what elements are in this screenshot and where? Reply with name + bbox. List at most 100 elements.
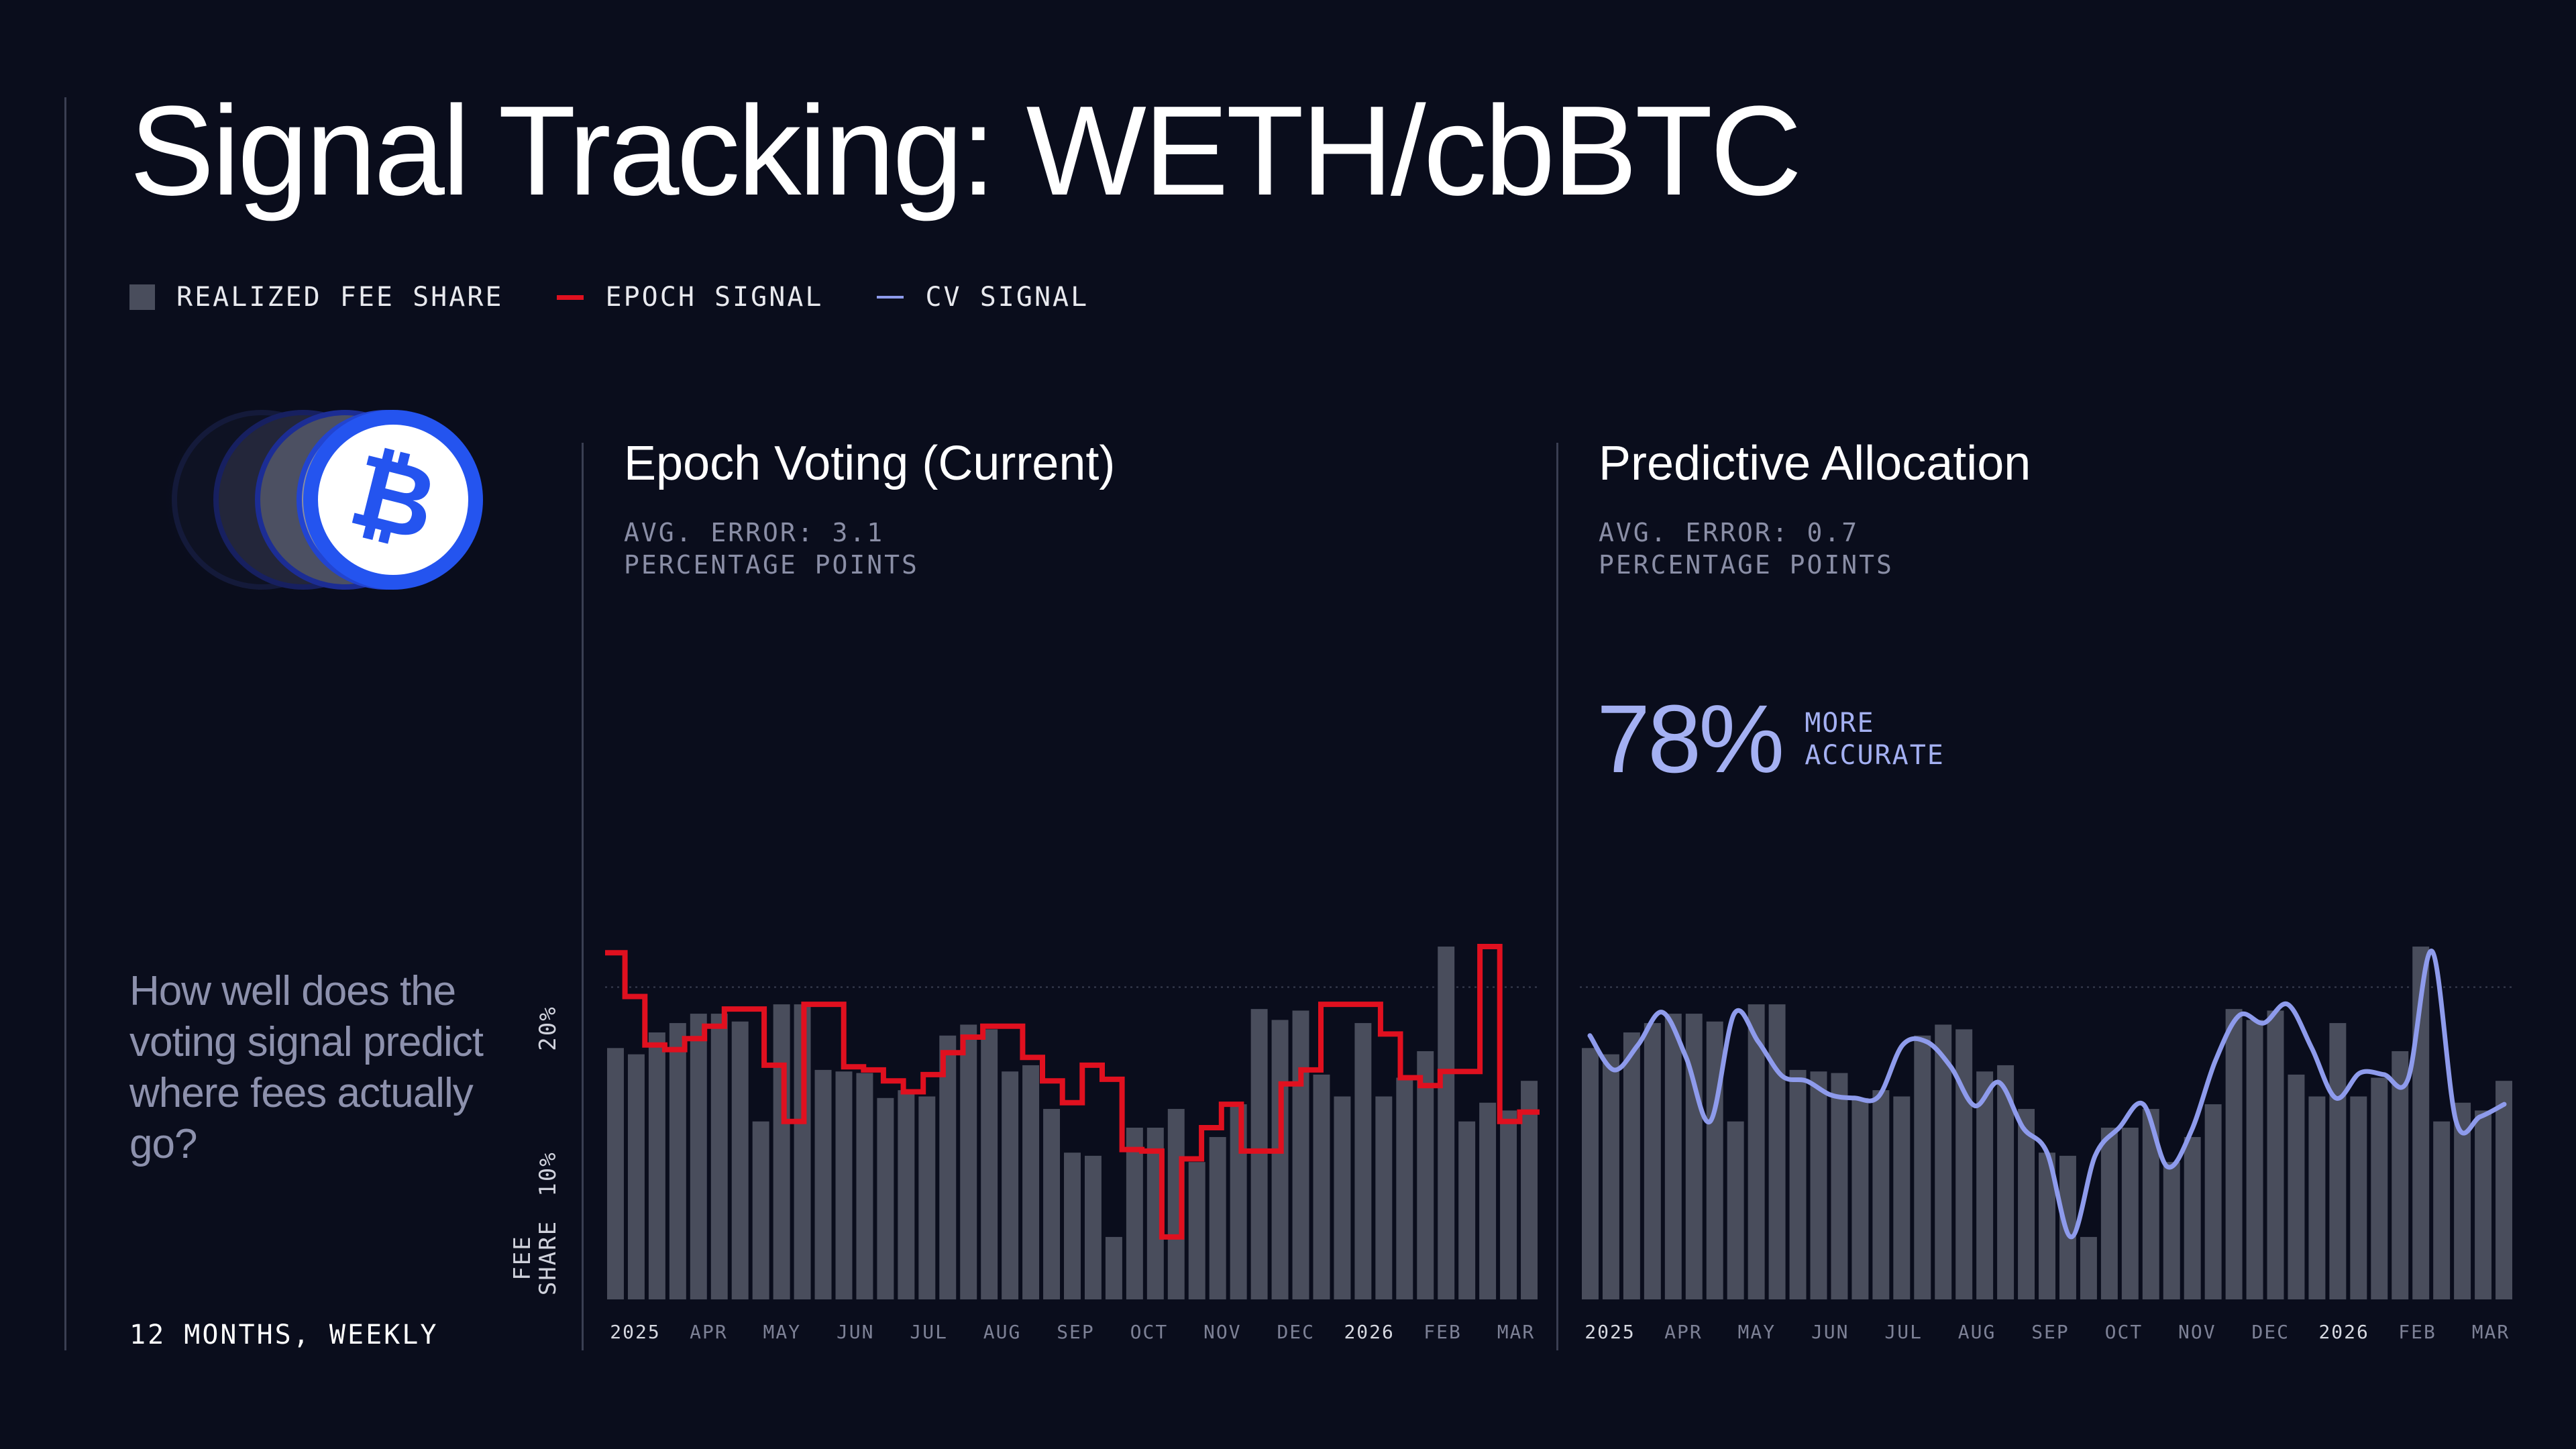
legend: REALIZED FEE SHARE EPOCH SIGNAL CV SIGNA… xyxy=(129,280,1142,314)
fee-share-bar xyxy=(607,1048,624,1299)
fee-share-bar xyxy=(1582,1048,1599,1299)
panel-divider-left xyxy=(582,443,584,1350)
fee-share-bar xyxy=(1188,1162,1205,1299)
fee-share-bar xyxy=(1105,1236,1122,1299)
fee-share-bar xyxy=(877,1097,894,1299)
legend-label: REALIZED FEE SHARE xyxy=(176,282,504,313)
fee-share-bar xyxy=(2080,1236,2097,1299)
fee-share-bar xyxy=(1914,1035,1931,1299)
fee-share-bar xyxy=(2018,1109,2035,1299)
fee-share-bar xyxy=(835,1071,853,1299)
cv-signal-line xyxy=(1587,949,2507,1240)
question-text: How well does the voting signal predict … xyxy=(129,968,484,1167)
legend-swatch-bar xyxy=(129,284,155,310)
x-tick-label: APR xyxy=(1664,1321,1703,1343)
legend-swatch-red-line xyxy=(557,294,584,300)
bitcoin-icon: ₿ xyxy=(303,410,483,590)
x-tick-label: MAY xyxy=(763,1321,802,1343)
fee-share-bar xyxy=(1479,1102,1497,1299)
legend-item-epoch-signal: EPOCH SIGNAL xyxy=(557,282,823,313)
panel-divider-right xyxy=(1556,443,1558,1350)
left-error-line1: AVG. ERROR: 3.1 xyxy=(624,518,885,547)
page-title: Signal Tracking: WETH/cbBTC xyxy=(129,80,1802,222)
fee-share-bar xyxy=(773,1004,790,1299)
x-tick-label: 2026 xyxy=(2318,1321,2369,1343)
fee-share-bar xyxy=(648,1032,665,1299)
accuracy-label-line1: MORE xyxy=(1805,708,1875,739)
fee-share-bar xyxy=(1396,1077,1413,1299)
legend-label: EPOCH SIGNAL xyxy=(605,282,824,313)
fee-share-bar xyxy=(1002,1071,1019,1299)
bitcoin-coin-stack: ₿ xyxy=(158,402,483,597)
legend-swatch-blue-line xyxy=(877,296,904,299)
fee-share-bar xyxy=(2475,1110,2492,1299)
legend-label: CV SIGNAL xyxy=(925,282,1089,313)
left-panel-error: AVG. ERROR: 3.1 PERCENTAGE POINTS xyxy=(624,517,919,581)
fee-share-bar xyxy=(1976,1071,1994,1299)
right-error-line2: PERCENTAGE POINTS xyxy=(1599,550,1894,580)
fee-share-bar xyxy=(1500,1110,1517,1299)
fee-share-bar xyxy=(1623,1032,1640,1299)
fee-share-bar xyxy=(2433,1121,2451,1299)
epoch-voting-chart: 2025 APR MAY JUN JUL AUG SEP OCT NOV DEC 2026 FEB MA… xyxy=(605,944,1540,1343)
left-border-line xyxy=(64,97,66,1350)
fee-share-bar xyxy=(2496,1081,2512,1299)
x-tick-label: NOV xyxy=(2178,1321,2216,1343)
fee-share-bar xyxy=(1230,1104,1247,1299)
fee-share-bar xyxy=(1768,1004,1786,1299)
x-tick-label: FEB xyxy=(2398,1321,2436,1343)
left-error-line2: PERCENTAGE POINTS xyxy=(624,550,919,580)
fee-share-bar xyxy=(752,1121,769,1299)
fee-share-bar xyxy=(2225,1009,2243,1299)
fee-share-bar xyxy=(2204,1104,2222,1299)
fee-share-bar xyxy=(1664,1014,1682,1299)
x-tick-label: FEB xyxy=(1424,1321,1462,1343)
predictive-allocation-chart: 2025 APR MAY JUN JUL AUG SEP OCT NOV DEC 2026 FEB MA… xyxy=(1580,947,2514,1343)
y-axis-title: FEESHARE xyxy=(509,1220,561,1295)
fee-share-bar xyxy=(1022,1065,1040,1299)
fee-share-bar xyxy=(2308,1096,2326,1299)
fee-share-bar xyxy=(1602,1054,1619,1299)
fee-share-bar xyxy=(2288,1074,2305,1299)
fee-share-bar xyxy=(939,1035,957,1299)
x-tick-label: MAY xyxy=(1738,1321,1776,1343)
fee-share-bar xyxy=(1250,1009,1268,1299)
fee-share-bar xyxy=(2121,1128,2139,1299)
x-tick-label: OCT xyxy=(2105,1321,2143,1343)
fee-share-bar xyxy=(1458,1121,1476,1299)
x-tick-label: 2025 xyxy=(1585,1321,1635,1343)
fee-share-bar xyxy=(898,1090,915,1299)
fee-share-bar xyxy=(2371,1077,2388,1299)
fee-share-bar xyxy=(2184,1136,2201,1299)
x-tick-label: SEP xyxy=(1057,1321,1095,1343)
fee-share-bar xyxy=(1851,1097,1869,1299)
right-panel-error: AVG. ERROR: 0.7 PERCENTAGE POINTS xyxy=(1599,517,1894,581)
fee-share-bar xyxy=(731,1021,749,1299)
fee-share-bar xyxy=(1271,1020,1289,1299)
fee-share-bar xyxy=(2392,1051,2409,1299)
fee-share-bar xyxy=(1375,1096,1393,1299)
x-tick-label: JUL xyxy=(910,1321,948,1343)
x-tick-label: DEC xyxy=(1277,1321,1315,1343)
left-panel-title: Epoch Voting (Current) xyxy=(624,437,1116,490)
accuracy-label: MORE ACCURATE xyxy=(1805,707,1945,771)
fee-share-bar xyxy=(1292,1010,1309,1299)
fee-share-bar xyxy=(1354,1023,1372,1299)
legend-item-fee-share: REALIZED FEE SHARE xyxy=(129,282,503,313)
x-tick-label: AUG xyxy=(1958,1321,1996,1343)
fee-share-bar xyxy=(1043,1109,1061,1299)
fee-share-bar xyxy=(1935,1024,1952,1299)
fee-share-bar xyxy=(2267,1010,2284,1299)
fee-share-bar xyxy=(1417,1051,1434,1299)
fee-share-bar xyxy=(1064,1152,1081,1299)
fee-share-bar xyxy=(2100,1128,2118,1299)
fee-share-bar xyxy=(2163,1162,2180,1299)
fee-share-bar xyxy=(669,1023,686,1299)
accuracy-value: 78% xyxy=(1597,685,1784,793)
fee-share-bar xyxy=(856,1073,873,1299)
fee-share-bar xyxy=(1521,1081,1538,1299)
x-tick-label: DEC xyxy=(2251,1321,2290,1343)
fee-share-bar xyxy=(1955,1029,1973,1299)
x-tick-label: APR xyxy=(690,1321,728,1343)
period-label: 12 MONTHS, WEEKLY xyxy=(129,1320,439,1350)
